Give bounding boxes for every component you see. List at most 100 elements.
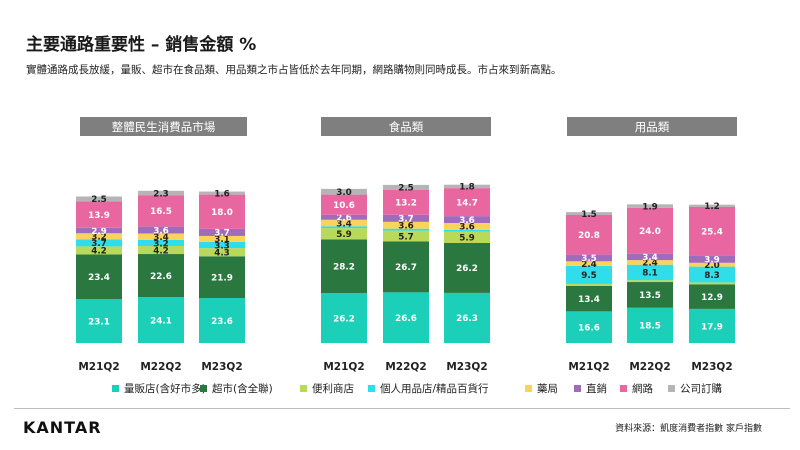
legend-item: 公司訂購 xyxy=(668,381,722,396)
bar-segment xyxy=(138,254,184,298)
data-label: 23.6 xyxy=(211,317,233,327)
x-tick-label: M23Q2 xyxy=(691,361,732,373)
data-label: 26.7 xyxy=(395,263,417,273)
data-label: 3.1 xyxy=(214,235,230,245)
bar-segment xyxy=(321,194,367,215)
legend-label: 網路 xyxy=(632,383,653,395)
data-label: 17.9 xyxy=(701,322,723,332)
legend-label: 超市(含全聯) xyxy=(212,383,273,395)
data-label: 24.0 xyxy=(639,227,661,237)
bar-segment xyxy=(199,194,245,229)
bar-segment xyxy=(566,311,612,343)
bar-segment xyxy=(76,246,122,255)
data-label: 16.5 xyxy=(150,207,172,217)
data-label: 1.6 xyxy=(214,189,230,199)
bar-segment xyxy=(627,282,673,308)
bar-segment xyxy=(689,255,735,263)
x-tick-label: M21Q2 xyxy=(323,361,364,373)
source-note: 資料來源：凱度消費者指數 家戶指數 xyxy=(615,424,762,434)
legend-label: 直銷 xyxy=(586,383,607,395)
page-title: 主要通路重要性 – 銷售金額 % xyxy=(26,35,257,55)
data-label: 26.2 xyxy=(456,264,478,274)
bar-segment xyxy=(627,307,673,343)
x-tick-label: M22Q2 xyxy=(385,361,426,373)
legend-swatch xyxy=(300,385,307,392)
data-label: 5.9 xyxy=(336,230,352,240)
bar-segment xyxy=(321,188,367,195)
panel-title: 食品類 xyxy=(389,120,424,134)
bar-segment xyxy=(444,188,490,217)
legend-swatch xyxy=(574,385,581,392)
data-label: 1.5 xyxy=(581,210,597,220)
data-label: 3.4 xyxy=(642,253,658,263)
data-label: 14.7 xyxy=(456,198,478,208)
legend-label: 便利商店 xyxy=(312,383,354,395)
bar-segment xyxy=(444,184,490,189)
bar-segment xyxy=(444,229,490,232)
data-label: 5.7 xyxy=(398,232,414,242)
bar-segment xyxy=(76,254,122,299)
data-label: 16.6 xyxy=(578,323,600,333)
data-label: 18.5 xyxy=(639,322,661,332)
bar-segment xyxy=(76,201,122,228)
data-label: 2.4 xyxy=(581,260,597,270)
legend-item: 個人用品店/精品百貨行 xyxy=(368,381,489,396)
data-label: 4.3 xyxy=(214,249,230,259)
bar-segment xyxy=(689,262,735,267)
legend-swatch xyxy=(368,385,375,392)
x-tick-label: M22Q2 xyxy=(629,361,670,373)
bar-segment xyxy=(321,214,367,220)
bar-segment xyxy=(566,283,612,286)
data-label: 3.9 xyxy=(704,255,720,265)
data-label: 23.4 xyxy=(88,273,110,283)
data-label: 26.3 xyxy=(456,314,478,324)
data-label: 3.3 xyxy=(214,241,230,251)
legend-swatch xyxy=(668,385,675,392)
data-label: 18.0 xyxy=(211,208,233,218)
data-label: 2.9 xyxy=(91,227,107,237)
legend-swatch xyxy=(200,385,207,392)
bar-segment xyxy=(76,239,122,247)
x-tick-label: M23Q2 xyxy=(201,361,242,373)
data-label: 4.2 xyxy=(153,246,169,256)
bar-segment xyxy=(566,212,612,215)
bar-segment xyxy=(199,256,245,299)
bar-segment xyxy=(689,308,735,343)
data-label: 24.1 xyxy=(150,316,172,326)
bar-segment xyxy=(444,292,490,343)
bar-segment xyxy=(627,280,673,283)
bar-segment xyxy=(566,261,612,266)
bar-segment xyxy=(566,285,612,312)
legend-label: 量販店(含好市多) xyxy=(124,383,206,395)
bar-segment xyxy=(444,242,490,293)
bar-segment xyxy=(444,231,490,243)
bar-segment xyxy=(689,282,735,285)
legend-item: 量販店(含好市多) xyxy=(112,381,206,396)
data-label: 3.4 xyxy=(153,233,169,243)
data-label: 3.6 xyxy=(153,226,169,236)
data-label: 28.2 xyxy=(333,263,355,273)
data-label: 8.3 xyxy=(704,271,720,281)
bar-segment xyxy=(76,196,122,202)
data-label: 23.1 xyxy=(88,317,110,327)
data-label: 3.6 xyxy=(398,222,414,232)
bar-segment xyxy=(321,228,367,240)
bar-segment xyxy=(199,298,245,343)
bar-segment xyxy=(627,260,673,265)
data-label: 26.2 xyxy=(333,314,355,324)
x-tick-label: M21Q2 xyxy=(78,361,119,373)
bar-segment xyxy=(321,293,367,343)
bar-segment xyxy=(383,292,429,343)
data-label: 22.6 xyxy=(150,272,172,282)
data-label: 3.7 xyxy=(91,239,107,249)
legend-label: 公司訂購 xyxy=(680,383,722,395)
data-label: 20.8 xyxy=(578,231,600,241)
data-label: 13.9 xyxy=(88,211,110,221)
data-label: 1.2 xyxy=(704,202,720,212)
panel-header xyxy=(567,117,737,136)
bar-segment xyxy=(199,241,245,249)
data-label: 25.4 xyxy=(701,227,723,237)
bar-segment xyxy=(566,214,612,255)
bar-segment xyxy=(76,298,122,343)
bar-segment xyxy=(627,264,673,281)
